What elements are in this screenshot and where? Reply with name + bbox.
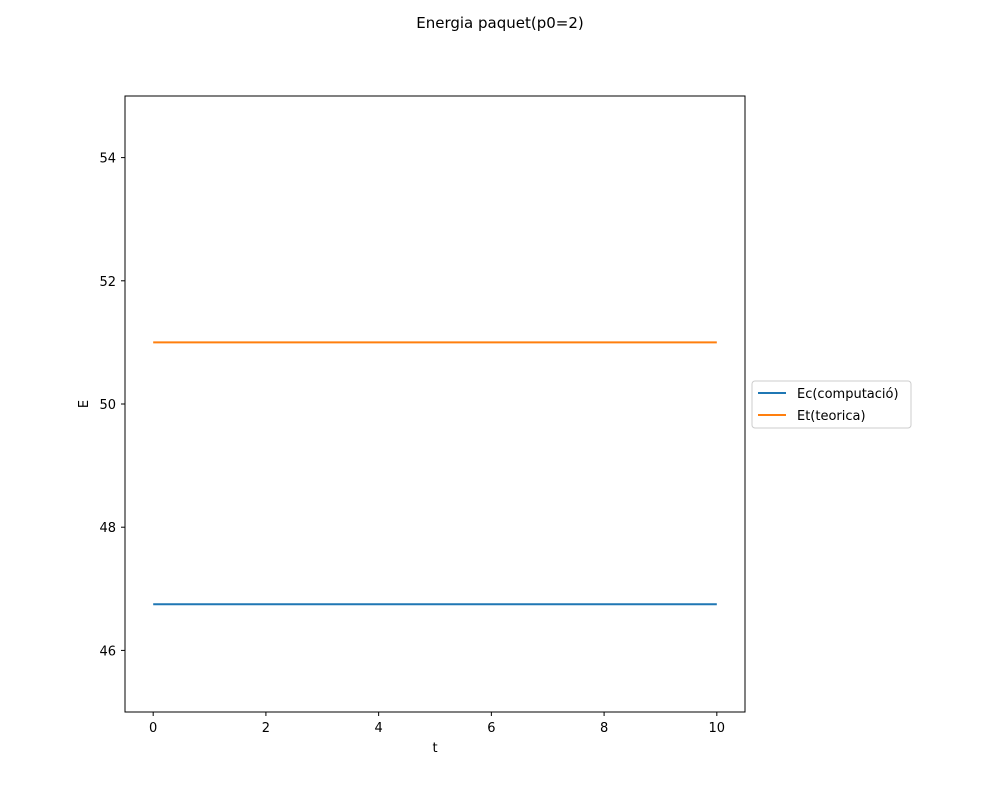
y-tick-label: 46 [99, 644, 116, 659]
x-tick-label: 4 [374, 721, 382, 736]
legend-label: Et(teorica) [797, 409, 866, 424]
series-lines [153, 341, 717, 606]
x-axis-label: t [432, 741, 437, 756]
legend-label: Ec(computació) [797, 387, 899, 402]
y-tick-label: 52 [99, 275, 116, 290]
chart-title: Energia paquet(p0=2) [416, 14, 584, 32]
plot-area [124, 95, 746, 713]
legend-box [751, 380, 912, 429]
y-tick-label: 48 [99, 521, 116, 536]
y-axis-ticks: 46 48 50 52 54 [99, 152, 125, 659]
x-tick-label: 6 [487, 721, 495, 736]
y-tick-label: 54 [99, 152, 116, 167]
y-axis-label: E [77, 400, 92, 408]
legend: Ec(computació) Et(teorica) [751, 380, 912, 429]
x-tick-label: 0 [149, 721, 157, 736]
x-axis-ticks: 0 2 4 6 8 10 [149, 712, 725, 736]
axes-frame [124, 95, 746, 713]
x-tick-label: 10 [709, 721, 726, 736]
y-tick-label: 50 [99, 398, 116, 413]
x-tick-label: 2 [262, 721, 270, 736]
x-tick-label: 8 [600, 721, 608, 736]
